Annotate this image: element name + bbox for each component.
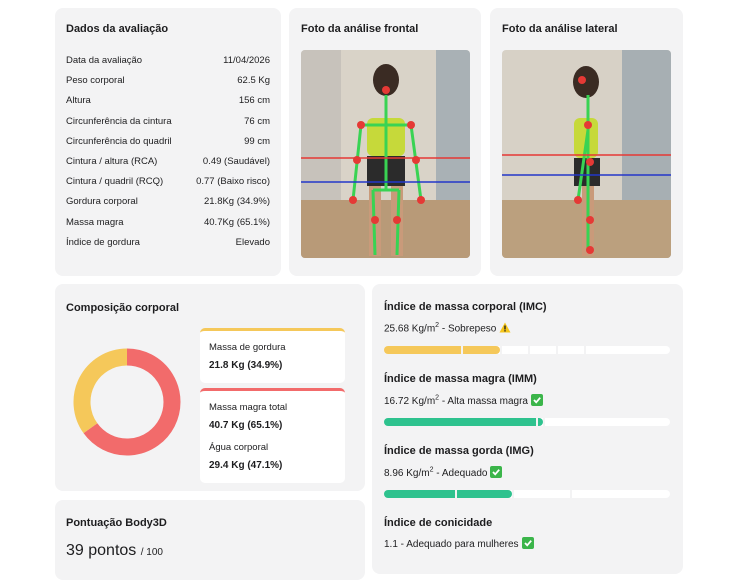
row-value: 76 cm — [244, 115, 270, 127]
value: 40.7 Kg (65.1%) — [209, 420, 283, 431]
value: 8.96 Kg/m — [384, 468, 430, 479]
index-value: 16.72 Kg/m2 - Alta massa magra — [384, 394, 543, 407]
composicao-card: Composição corporal Massa de gordura 21.… — [55, 284, 365, 491]
index-title: Índice de massa magra (IMM) — [384, 373, 537, 385]
lateral-card: Foto da análise lateral — [490, 8, 683, 276]
frontal-photo — [301, 50, 470, 258]
donut-slice — [73, 348, 128, 434]
score-max: / 100 — [140, 547, 163, 558]
img-bar — [384, 490, 670, 498]
warning-icon — [499, 322, 511, 333]
row-value: 11/04/2026 — [223, 55, 270, 66]
status: - Sobrepeso — [439, 323, 497, 335]
row-value: 0.77 (Baixo risco) — [196, 176, 270, 188]
score-value: 39 pontos — [66, 542, 137, 559]
row-value: 99 cm — [244, 135, 270, 147]
index-value: 25.68 Kg/m2 - Sobrepeso — [384, 322, 511, 334]
status: - Alta massa magra — [439, 396, 528, 407]
row-label: Circunferência da cintura — [66, 115, 172, 127]
row-label: Data da avaliação — [66, 55, 143, 66]
sup: 2 — [435, 322, 440, 329]
card-title: Foto da análise lateral — [502, 23, 618, 35]
fat-box: Massa de gordura 21.8 Kg (34.9%) — [200, 328, 345, 383]
label: Água corporal — [209, 442, 269, 453]
check-icon — [521, 537, 534, 549]
row-label: Cintura / quadril (RCQ) — [66, 176, 164, 188]
row-value: 62.5 Kg — [237, 75, 270, 87]
card-title: Foto da análise frontal — [301, 23, 419, 35]
index-title: Índice de massa corporal (IMC) — [384, 301, 547, 313]
index-title: Índice de massa gorda (IMG) — [384, 445, 534, 457]
sup: 2 — [435, 394, 440, 402]
row-label: Peso corporal — [66, 75, 125, 87]
sup: 2 — [429, 466, 434, 474]
row-value: 0.49 (Saudável) — [202, 156, 270, 167]
row-value: 21.8Kg (34.9%) — [203, 196, 270, 208]
value: 25.68 Kg/m — [384, 323, 436, 335]
label: Massa magra total — [209, 402, 288, 413]
check-icon — [490, 466, 503, 478]
row-label: Gordura corporal — [66, 196, 138, 208]
row-value: 156 cm — [238, 95, 270, 107]
donut-slice — [83, 348, 181, 456]
row-value: 40.7Kg (65.1%) — [203, 216, 270, 228]
label: Massa de gordura — [209, 342, 286, 353]
row-label: Massa magra — [66, 216, 124, 228]
value: 16.72 Kg/m — [384, 396, 436, 407]
card-title: Dados da avaliação — [66, 23, 169, 35]
value: 1.1 - Adequado para mulheres — [384, 539, 519, 550]
page: {"dados": {"title": "Dados da avaliação"… — [55, 8, 683, 580]
check-icon — [530, 394, 543, 406]
imc-bar — [384, 346, 670, 354]
card-title: Composição corporal — [66, 302, 180, 314]
row-label: Circunferência do quadril — [66, 135, 172, 147]
indices-card: Índice de massa corporal (IMC) 25.68 Kg/… — [372, 284, 683, 574]
row-value: Elevado — [235, 236, 270, 248]
row-label: Cintura / altura (RCA) — [66, 156, 158, 167]
index-value: 8.96 Kg/m2 - Adequado — [384, 466, 503, 479]
lean-box: Massa magra total 40.7 Kg (65.1%) Água c… — [200, 388, 345, 483]
index-value: 1.1 - Adequado para mulheres — [384, 537, 534, 550]
row-label: Índice de gordura — [66, 236, 140, 248]
imm-bar — [384, 418, 670, 426]
value: 21.8 Kg (34.9%) — [209, 360, 283, 371]
status: - Adequado — [433, 468, 488, 479]
row-label: Altura — [66, 95, 91, 107]
card-title: Pontuação Body3D — [66, 517, 167, 529]
index-title: Índice de conicidade — [384, 517, 493, 529]
donut — [73, 348, 181, 456]
dados-card: Dados da avaliação Data da avaliação 11/0… — [55, 8, 281, 276]
lateral-photo — [502, 50, 671, 258]
value: 29.4 Kg (47.1%) — [209, 460, 283, 471]
frontal-card: Foto da análise frontal — [289, 8, 481, 276]
body3d-card: Pontuação Body3D 39 pontos / 100 — [55, 500, 365, 580]
score: 39 pontos / 100 — [66, 542, 163, 560]
